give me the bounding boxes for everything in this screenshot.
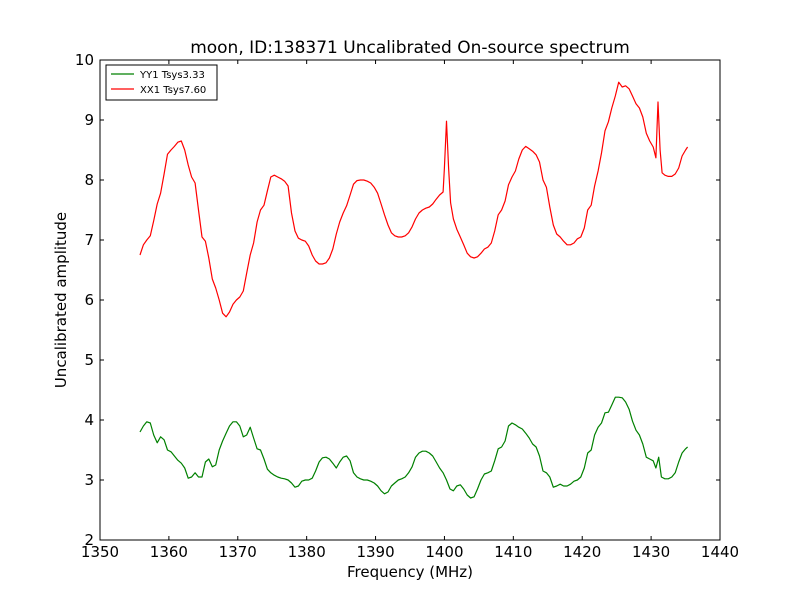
y-tick-label: 8 [84, 171, 94, 189]
y-tick-label: 10 [75, 51, 94, 69]
chart-title: moon, ID:138371 Uncalibrated On-source s… [190, 38, 630, 58]
x-tick-label: 1420 [563, 543, 601, 561]
x-tick-label: 1370 [219, 543, 257, 561]
x-tick-label: 1410 [494, 543, 532, 561]
x-tick-label: 1390 [356, 543, 394, 561]
series-line-xx1 [139, 81, 689, 318]
y-tick-label: 2 [84, 531, 94, 549]
y-tick-label: 3 [84, 471, 94, 489]
y-axis-label: Uncalibrated amplitude [52, 212, 70, 388]
legend: YY1 Tsys3.33 XX1 Tsys7.60 [105, 64, 218, 101]
x-tick-label: 1440 [701, 543, 739, 561]
y-tick-label: 5 [84, 351, 94, 369]
plot-lines [139, 81, 689, 499]
y-tick-label: 6 [84, 291, 94, 309]
x-tick-label: 1400 [425, 543, 463, 561]
plot-frame [99, 59, 721, 541]
y-tick-label: 4 [84, 411, 94, 429]
x-tick-label: 1350 [81, 543, 119, 561]
legend-label-xx1: XX1 Tsys7.60 [140, 85, 206, 96]
x-axis-label: Frequency (MHz) [347, 563, 473, 581]
y-tick-label: 7 [84, 231, 94, 249]
x-tick-label: 1430 [632, 543, 670, 561]
y-tick-label: 9 [84, 111, 94, 129]
legend-box [105, 64, 218, 101]
series-line-yy1 [139, 396, 689, 499]
legend-label-yy1: YY1 Tsys3.33 [139, 70, 205, 81]
axis-ticks: 1350 1360 1370 1380 1390 1400 1410 1420 1430 1440… [75, 51, 739, 561]
x-tick-label: 1380 [288, 543, 326, 561]
x-tick-label: 1360 [150, 543, 188, 561]
